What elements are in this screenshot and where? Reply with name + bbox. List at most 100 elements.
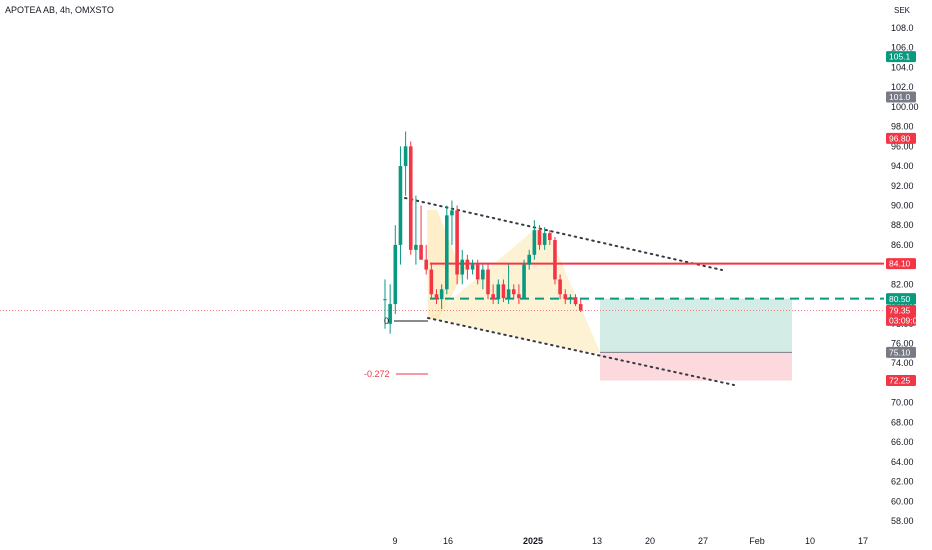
y-axis-tick-label: 92.00: [891, 181, 914, 191]
candle-body: [501, 284, 506, 299]
candle[interactable]: [403, 131, 408, 196]
candle[interactable]: [522, 259, 526, 300]
candle-body: [388, 304, 392, 324]
candle[interactable]: [393, 225, 398, 314]
price-badge: 80.50: [886, 293, 916, 305]
candle[interactable]: [491, 284, 495, 305]
candle[interactable]: [460, 249, 465, 285]
lower-trendline[interactable]: [427, 317, 735, 386]
candle[interactable]: [506, 264, 511, 305]
candle-body: [568, 297, 573, 300]
candle[interactable]: [455, 205, 459, 285]
x-axis-tick-label: Feb: [749, 536, 765, 546]
candle-body: [522, 264, 526, 299]
price-badge-box: [886, 304, 916, 316]
candle-body: [450, 210, 454, 216]
candle-body: [465, 259, 470, 270]
candle[interactable]: [517, 284, 521, 305]
y-axis-tick-label: 106.0: [891, 43, 914, 53]
price-badge-box: [886, 91, 916, 103]
candle-body: [486, 269, 490, 295]
candle[interactable]: [553, 237, 557, 285]
price-badge-text: 79.35: [889, 305, 911, 315]
price-badge-text: 105.1: [889, 52, 911, 62]
take-profit-zone[interactable]: [600, 298, 792, 353]
candle[interactable]: [563, 289, 568, 305]
candle[interactable]: [398, 146, 403, 265]
price-badge: 96.80: [886, 132, 916, 144]
candle-body: [481, 269, 485, 280]
price-badge: 75.10: [886, 346, 916, 358]
candle[interactable]: [481, 264, 485, 290]
y-axis-tick-label: 64.00: [891, 457, 914, 467]
candle[interactable]: [439, 284, 444, 310]
stop-loss-zone[interactable]: [600, 352, 792, 381]
candle-body: [517, 294, 521, 299]
candle[interactable]: [542, 227, 547, 250]
candle-body: [496, 284, 501, 300]
x-axis-tick-label: 20: [645, 536, 655, 546]
y-axis-tick-label: 74.00: [891, 358, 914, 368]
candle-body: [393, 244, 398, 305]
candle[interactable]: [568, 294, 573, 305]
price-badge-box: [886, 293, 916, 305]
candle-body: [455, 210, 459, 275]
candle[interactable]: [465, 254, 470, 280]
candle[interactable]: [383, 279, 387, 329]
candle[interactable]: [501, 279, 506, 303]
candle[interactable]: [527, 249, 531, 270]
candle[interactable]: [445, 205, 449, 295]
y-axis-tick-label: 62.00: [891, 477, 914, 487]
y-axis-tick-label: 96.00: [891, 141, 914, 151]
x-axis-tick-label: 27: [698, 536, 708, 546]
y-axis-tick-label: 68.00: [891, 417, 914, 427]
y-axis-tick-label: 76.00: [891, 339, 914, 349]
x-axis-tick-label: 17: [858, 536, 868, 546]
candle[interactable]: [450, 200, 454, 245]
candle[interactable]: [388, 284, 392, 334]
candle[interactable]: [424, 244, 428, 275]
candle[interactable]: [486, 262, 490, 300]
price-badge: 03:09:09: [886, 314, 922, 326]
currency-label[interactable]: SEK: [894, 6, 911, 15]
candle-body: [563, 294, 568, 300]
candle-body: [506, 289, 511, 299]
candle[interactable]: [434, 289, 439, 305]
candle[interactable]: [548, 230, 552, 245]
candle[interactable]: [419, 205, 423, 260]
price-badge: 79.35: [886, 304, 916, 316]
candle-body: [491, 294, 495, 300]
candle-body: [470, 264, 475, 270]
x-axis-tick-label: 2025: [523, 536, 543, 546]
y-axis-tick-label: 86.00: [891, 240, 914, 250]
candle-body: [553, 239, 557, 280]
price-badge: 72.25: [886, 374, 916, 386]
y-axis-tick-label: 58.00: [891, 516, 914, 526]
price-badge-box: [886, 374, 916, 386]
candle[interactable]: [470, 259, 475, 275]
price-badge-text: 72.25: [889, 375, 911, 385]
candle-body: [537, 230, 542, 245]
candle[interactable]: [573, 294, 578, 307]
upper-trendline[interactable]: [404, 197, 723, 271]
candle[interactable]: [578, 299, 583, 312]
candle-body: [419, 244, 423, 260]
candle[interactable]: [537, 225, 542, 250]
candle[interactable]: [429, 262, 434, 300]
candle-body: [573, 297, 578, 305]
candle-body: [548, 233, 552, 240]
candle[interactable]: [558, 274, 562, 300]
candle-body: [398, 166, 403, 245]
candle-body: [408, 146, 413, 250]
y-axis-tick-label: 66.00: [891, 437, 914, 447]
candle[interactable]: [408, 141, 413, 255]
price-badge-text: 80.50: [889, 294, 911, 304]
candle[interactable]: [532, 220, 537, 260]
candle[interactable]: [496, 279, 501, 305]
candle[interactable]: [414, 195, 418, 265]
candle[interactable]: [511, 284, 516, 300]
price-badge-text: 101.0: [889, 92, 911, 102]
candle-body: [429, 269, 434, 295]
candle[interactable]: [475, 259, 480, 285]
